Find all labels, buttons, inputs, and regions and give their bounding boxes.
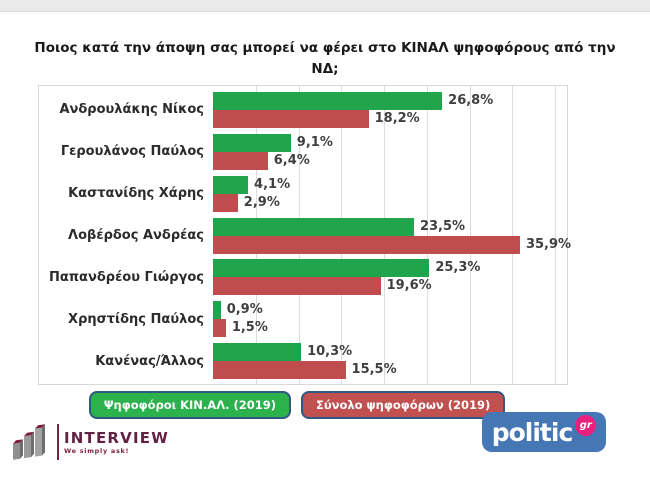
bar-kinal-voters [213,343,302,362]
value-label-kinal-voters: 26,8% [448,92,494,108]
bar-group: 9,1% 6,4% [213,131,567,173]
interview-logo-name: INTERVIEW [64,428,169,447]
chart-area: Ανδρουλάκης Νίκος 26,8% 18,2% Γερουλάνος… [38,85,571,385]
bar-kinal-voters [213,301,221,320]
chart-title: Ποιος κατά την άποψη σας μπορεί να φέρει… [0,38,650,80]
bar-group: 4,1% 2,9% [213,173,567,215]
legend-button-kinal-voters[interactable]: Ψηφοφόροι ΚΙΝ.ΑΛ. (2019) [88,391,291,419]
value-label-all-voters: 1,5% [231,320,268,336]
chart-row: Λοβέρδος Ανδρέας 23,5% 35,9% [39,215,571,257]
top-strip [0,0,650,12]
politic-logo[interactable]: politic gr [482,412,606,452]
category-label: Κανένας/Άλλος [95,353,204,369]
bar-group: 10,3% 15,5% [213,340,567,382]
value-label-all-voters: 2,9% [243,194,280,210]
bar-kinal-voters [213,175,249,194]
gridline [555,86,557,384]
value-label-kinal-voters: 10,3% [307,344,353,360]
gridline [426,86,428,384]
bar-kinal-voters [213,133,291,152]
interview-logo[interactable]: INTERVIEW We simply ask! [10,420,169,464]
chart-row: Ανδρουλάκης Νίκος 26,8% 18,2% [39,89,567,131]
value-label-kinal-voters: 23,5% [419,218,466,234]
category-label: Παπανδρέου Γιώργος [48,269,204,285]
category-label: Καστανίδης Χάρης [68,186,204,202]
category-label: Ανδρουλάκης Νίκος [59,102,204,118]
gridline [469,86,471,384]
bar-all-voters [213,235,520,254]
value-label-kinal-voters: 25,3% [435,260,481,276]
bar-group: 0,9% 1,5% [213,298,567,340]
politic-gr-badge: gr [575,414,597,436]
value-label-all-voters: 19,6% [386,278,432,294]
gridline [512,86,514,384]
chart-legend: Ψηφοφόροι ΚΙΝ.ΑΛ. (2019) Σύνολο ψηφοφόρω… [0,391,594,419]
value-label-all-voters: 6,4% [273,152,310,168]
interview-logo-divider [57,424,59,460]
category-label: Λοβέρδος Ανδρέας [68,228,204,243]
bar-all-voters [213,361,346,380]
chart-title-line1: Ποιος κατά την άποψη σας μπορεί να φέρει… [34,40,616,56]
chart-row: Παπανδρέου Γιώργος 25,3% 19,6% [39,256,567,298]
interview-bars-icon [13,424,45,460]
chart-row: Χρηστίδης Παύλος 0,9% 1,5% [39,298,567,340]
bar-kinal-voters [213,259,430,278]
bar-all-voters [213,277,381,296]
value-label-all-voters: 35,9% [525,236,572,252]
chart-row: Καστανίδης Χάρης 4,1% 2,9% [39,173,567,215]
bar-kinal-voters [213,217,414,236]
chart-rows: Ανδρουλάκης Νίκος 26,8% 18,2% Γερουλάνος… [39,89,571,382]
bar-group: 25,3% 19,6% [213,256,567,298]
legend-button-all-voters[interactable]: Σύνολο ψηφοφόρων (2019) [301,391,506,419]
interview-logo-tagline: We simply ask! [64,446,130,455]
bar-all-voters [213,109,369,128]
chart-title-line2: ΝΔ; [311,61,339,77]
value-label-all-voters: 18,2% [374,110,420,126]
chart-row: Γερουλάνος Παύλος 9,1% 6,4% [39,131,567,173]
value-label-kinal-voters: 9,1% [296,134,333,150]
bar-kinal-voters [213,91,443,110]
bar-all-voters [213,319,226,338]
politic-logo-text: politic [491,417,574,447]
category-label: Χρηστίδης Παύλος [68,311,204,327]
value-label-kinal-voters: 4,1% [254,176,291,192]
bar-all-voters [213,151,268,170]
chart-row: Κανένας/Άλλος 10,3% 15,5% [39,340,567,382]
value-label-kinal-voters: 0,9% [226,302,263,318]
bar-group: 23,5% 35,9% [213,215,571,257]
bar-group: 26,8% 18,2% [213,89,567,131]
interview-logo-text: INTERVIEW We simply ask! [64,428,169,455]
category-label: Γερουλάνος Παύλος [60,144,204,160]
bar-all-voters [213,193,238,212]
value-label-all-voters: 15,5% [351,362,397,378]
